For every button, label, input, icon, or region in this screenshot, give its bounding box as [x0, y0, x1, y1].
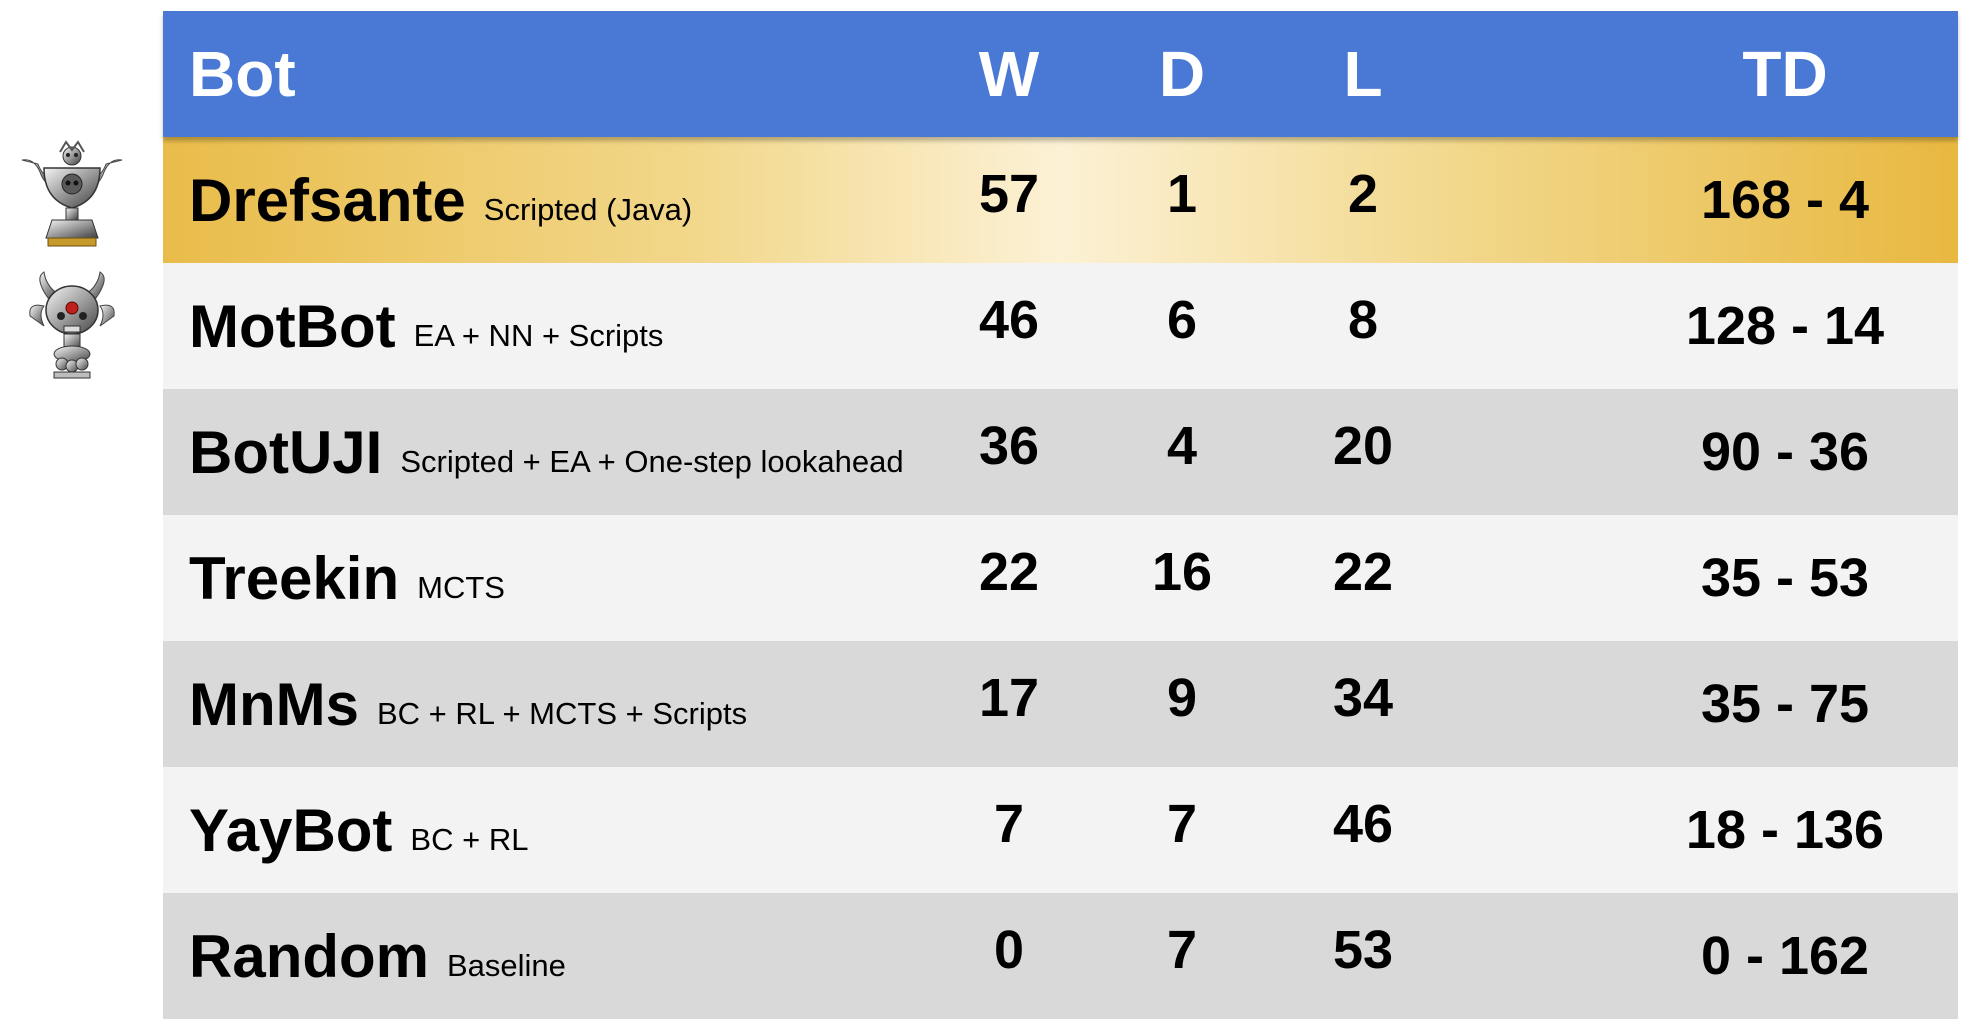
table-header: Bot W D L TD	[163, 11, 1958, 137]
losses-value: 20	[1332, 416, 1394, 476]
header-draws: D	[1158, 38, 1206, 110]
bot-name: MnMs	[189, 670, 359, 738]
bot-name: Drefsante	[189, 166, 466, 234]
header-bot: Bot	[189, 38, 296, 110]
table-row: MnMs BC + RL + MCTS + Scripts 17 9 34 35…	[163, 641, 1958, 767]
draws-value: 4	[1166, 416, 1198, 476]
bot-description: Scripted + EA + One-step lookahead	[400, 444, 904, 479]
draws-value: 6	[1166, 290, 1198, 350]
bot-description: Scripted (Java)	[483, 192, 693, 227]
bot-description: MCTS	[417, 570, 505, 605]
table-row: YayBot BC + RL 7 7 46 18 - 136	[163, 767, 1958, 893]
losses-value: 34	[1332, 668, 1394, 728]
losses-value: 22	[1332, 542, 1394, 602]
bot-description: Baseline	[447, 948, 566, 983]
wins-value: 22	[978, 542, 1040, 602]
table-row: Random Baseline 0 7 53 0 - 162	[163, 893, 1958, 1019]
bot-name: Random	[189, 922, 429, 990]
table-row: MotBot EA + NN + Scripts 46 6 8 128 - 14	[163, 263, 1958, 389]
header-touchdowns: TD	[1742, 38, 1828, 110]
leaderboard-table: Bot W D L TD Drefsante Scripted (Java) 5…	[163, 11, 1958, 1019]
bot-description: EA + NN + Scripts	[413, 318, 664, 353]
draws-value: 7	[1166, 794, 1198, 854]
losses-value: 46	[1332, 794, 1394, 854]
bot-name: YayBot	[189, 796, 393, 864]
td-value: 168 - 4	[1700, 170, 1870, 230]
td-value: 35 - 53	[1700, 548, 1870, 608]
td-value: 35 - 75	[1700, 674, 1870, 734]
draws-value: 16	[1151, 542, 1213, 602]
table-row: Treekin MCTS 22 16 22 35 - 53	[163, 515, 1958, 641]
losses-value: 53	[1332, 920, 1394, 980]
losses-value: 8	[1347, 290, 1379, 350]
wins-value: 46	[978, 290, 1040, 350]
losses-value: 2	[1347, 164, 1379, 224]
trophy-column	[0, 0, 163, 1032]
td-value: 128 - 14	[1685, 296, 1885, 356]
bot-name: MotBot	[189, 292, 396, 360]
wins-value: 57	[978, 164, 1040, 224]
bot-name: Treekin	[189, 544, 400, 612]
header-losses: L	[1343, 38, 1383, 110]
wins-value: 17	[978, 668, 1040, 728]
td-value: 18 - 136	[1685, 800, 1885, 860]
wins-value: 0	[993, 920, 1025, 980]
td-value: 0 - 162	[1700, 926, 1870, 986]
bot-description: BC + RL	[410, 822, 529, 857]
td-value: 90 - 36	[1700, 422, 1870, 482]
skull-trophy-icon	[14, 268, 130, 384]
bot-description: BC + RL + MCTS + Scripts	[376, 696, 748, 731]
table-row: BotUJI Scripted + EA + One-step lookahea…	[163, 389, 1958, 515]
wins-value: 7	[993, 794, 1025, 854]
table-row: Drefsante Scripted (Java) 57 1 2 168 - 4	[163, 137, 1958, 263]
header-wins: W	[978, 38, 1040, 110]
draws-value: 7	[1166, 920, 1198, 980]
bot-name: BotUJI	[189, 418, 383, 486]
draws-value: 9	[1166, 668, 1198, 728]
wins-value: 36	[978, 416, 1040, 476]
trophy-cup-icon	[14, 138, 130, 254]
draws-value: 1	[1166, 164, 1198, 224]
